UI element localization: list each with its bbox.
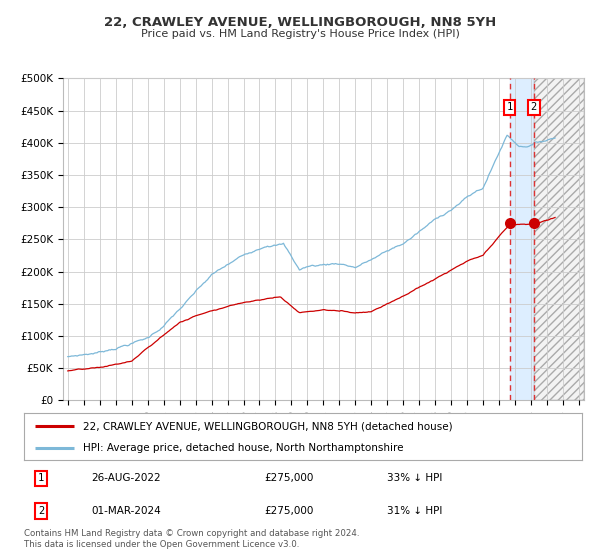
Text: £275,000: £275,000 xyxy=(264,506,313,516)
Text: 01-MAR-2024: 01-MAR-2024 xyxy=(91,506,161,516)
Text: HPI: Average price, detached house, North Northamptonshire: HPI: Average price, detached house, Nort… xyxy=(83,444,403,454)
Text: 26-AUG-2022: 26-AUG-2022 xyxy=(91,473,161,483)
Bar xyxy=(534,78,584,400)
Text: 22, CRAWLEY AVENUE, WELLINGBOROUGH, NN8 5YH: 22, CRAWLEY AVENUE, WELLINGBOROUGH, NN8 … xyxy=(104,16,496,29)
Text: 22, CRAWLEY AVENUE, WELLINGBOROUGH, NN8 5YH (detached house): 22, CRAWLEY AVENUE, WELLINGBOROUGH, NN8 … xyxy=(83,421,452,431)
Text: 33% ↓ HPI: 33% ↓ HPI xyxy=(387,473,442,483)
Text: 2: 2 xyxy=(38,506,44,516)
Text: 2: 2 xyxy=(530,102,537,113)
Text: £275,000: £275,000 xyxy=(264,473,313,483)
Text: 1: 1 xyxy=(38,473,44,483)
Text: Contains HM Land Registry data © Crown copyright and database right 2024.
This d: Contains HM Land Registry data © Crown c… xyxy=(24,529,359,549)
Bar xyxy=(534,78,584,400)
Text: 1: 1 xyxy=(506,102,512,113)
Text: 31% ↓ HPI: 31% ↓ HPI xyxy=(387,506,442,516)
Text: Price paid vs. HM Land Registry's House Price Index (HPI): Price paid vs. HM Land Registry's House … xyxy=(140,29,460,39)
Bar xyxy=(509,78,534,400)
